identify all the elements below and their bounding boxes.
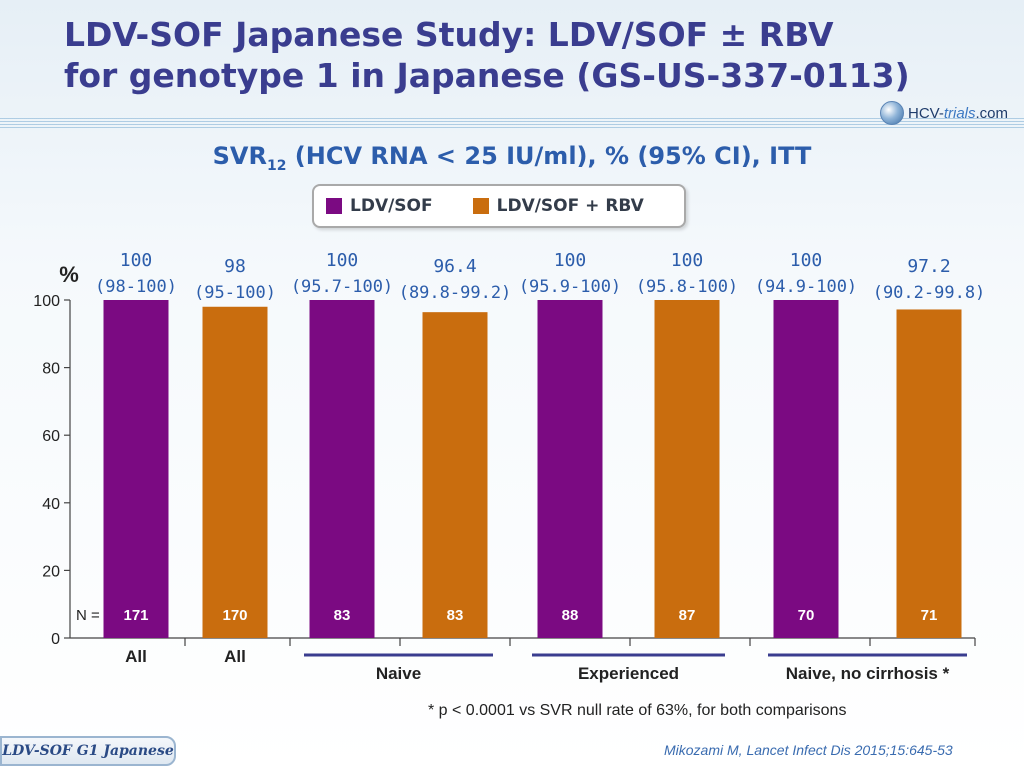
legend-label-ldvsof: LDV/SOF bbox=[350, 196, 433, 216]
category-label-1: All bbox=[224, 647, 246, 666]
svr12-bar-chart: 0 20 40 60 80 100% N = 171 100 (98-100) All 170 98 (9… bbox=[33, 250, 986, 683]
group-label-1: Experienced bbox=[578, 664, 679, 683]
citation: Mikozami M, Lancet Infect Dis 2015;15:64… bbox=[664, 742, 953, 758]
bar-3 bbox=[422, 312, 488, 638]
bar-ci-label-0: (98-100) bbox=[95, 277, 177, 297]
header-divider bbox=[0, 118, 1024, 128]
bar-value-label-4: 100 bbox=[554, 250, 587, 271]
bar-value-label-5: 100 bbox=[671, 250, 704, 271]
slide-title: LDV-SOF Japanese Study: LDV/SOF ± RBV fo… bbox=[64, 14, 910, 96]
bar-ci-label-3: (89.8-99.2) bbox=[399, 283, 512, 303]
y-tick-label-0: 0 bbox=[51, 631, 60, 648]
bar-n-label-4: 88 bbox=[562, 607, 579, 624]
title-line-2: for genotype 1 in Japanese (GS-US-337-01… bbox=[64, 56, 910, 95]
y-tick-label-60: 60 bbox=[42, 428, 60, 445]
bar-ci-label-4: (95.9-100) bbox=[519, 277, 621, 297]
bar-ci-label-7: (90.2-99.8) bbox=[873, 283, 986, 303]
logo-text-suffix: .com bbox=[975, 104, 1009, 122]
category-label-0: All bbox=[125, 647, 147, 666]
bar-n-label-1: 170 bbox=[222, 607, 247, 624]
subtitle-rest: (HCV RNA < 25 IU/ml), % (95% CI), ITT bbox=[286, 142, 812, 170]
group-label-0: Naive bbox=[376, 664, 421, 683]
subtitle-subscript: 12 bbox=[266, 157, 287, 174]
bar-n-label-5: 87 bbox=[679, 607, 696, 624]
logo-text-accent: trials bbox=[943, 104, 976, 122]
y-axis-label: % bbox=[59, 262, 79, 287]
bar-ci-label-6: (94.9-100) bbox=[755, 277, 857, 297]
slide-section-label: LDV-SOF G1 Japanese bbox=[0, 736, 176, 766]
bar-n-label-0: 171 bbox=[123, 607, 148, 624]
title-line-1: LDV-SOF Japanese Study: LDV/SOF ± RBV bbox=[64, 15, 834, 54]
logo-text-main: HCV- bbox=[908, 104, 944, 122]
legend-item-ldvsof-rbv: LDV/SOF + RBV bbox=[472, 196, 644, 216]
bar-ci-label-1: (95-100) bbox=[194, 283, 276, 303]
bar-value-label-2: 100 bbox=[326, 250, 359, 271]
subtitle-prefix: SVR bbox=[212, 142, 267, 170]
bar-value-label-1: 98 bbox=[224, 256, 246, 277]
bar-4 bbox=[537, 300, 603, 638]
y-tick-label-80: 80 bbox=[42, 361, 60, 378]
hcv-trials-logo: HCV-trials.com bbox=[880, 100, 1008, 126]
legend-label-ldvsof-rbv: LDV/SOF + RBV bbox=[496, 196, 644, 216]
group-label-2: Naive, no cirrhosis * bbox=[786, 664, 950, 683]
bar-value-label-7: 97.2 bbox=[907, 256, 950, 277]
legend-swatch-ldvsof-rbv bbox=[472, 198, 489, 214]
bar-0 bbox=[103, 300, 169, 638]
chart-subtitle: SVR12 (HCV RNA < 25 IU/ml), % (95% CI), … bbox=[0, 142, 1024, 174]
n-label: N = bbox=[76, 607, 100, 624]
bar-n-label-7: 71 bbox=[921, 607, 938, 624]
y-tick-label-40: 40 bbox=[42, 496, 60, 513]
bar-value-label-3: 96.4 bbox=[433, 256, 476, 277]
legend-item-ldvsof: LDV/SOF bbox=[326, 196, 433, 216]
bar-5 bbox=[654, 300, 720, 638]
footnote: * p < 0.0001 vs SVR null rate of 63%, fo… bbox=[428, 702, 847, 719]
logo-text: HCV-trials.com bbox=[908, 105, 1008, 122]
chart-legend: LDV/SOF LDV/SOF + RBV bbox=[312, 184, 686, 228]
bar-value-label-6: 100 bbox=[790, 250, 823, 271]
bar-value-label-0: 100 bbox=[120, 250, 153, 271]
bar-n-label-6: 70 bbox=[798, 607, 815, 624]
bar-ci-label-5: (95.8-100) bbox=[636, 277, 738, 297]
legend-swatch-ldvsof bbox=[326, 198, 342, 214]
bar-6 bbox=[773, 300, 839, 638]
y-tick-label-100: 100 bbox=[33, 293, 60, 310]
bar-n-label-3: 83 bbox=[447, 607, 464, 624]
y-tick-label-20: 20 bbox=[42, 563, 60, 580]
bar-2 bbox=[309, 300, 375, 638]
bar-7 bbox=[896, 309, 962, 638]
bar-ci-label-2: (95.7-100) bbox=[291, 277, 393, 297]
bar-1 bbox=[202, 306, 268, 638]
bar-n-label-2: 83 bbox=[334, 607, 351, 624]
globe-icon bbox=[880, 101, 904, 125]
